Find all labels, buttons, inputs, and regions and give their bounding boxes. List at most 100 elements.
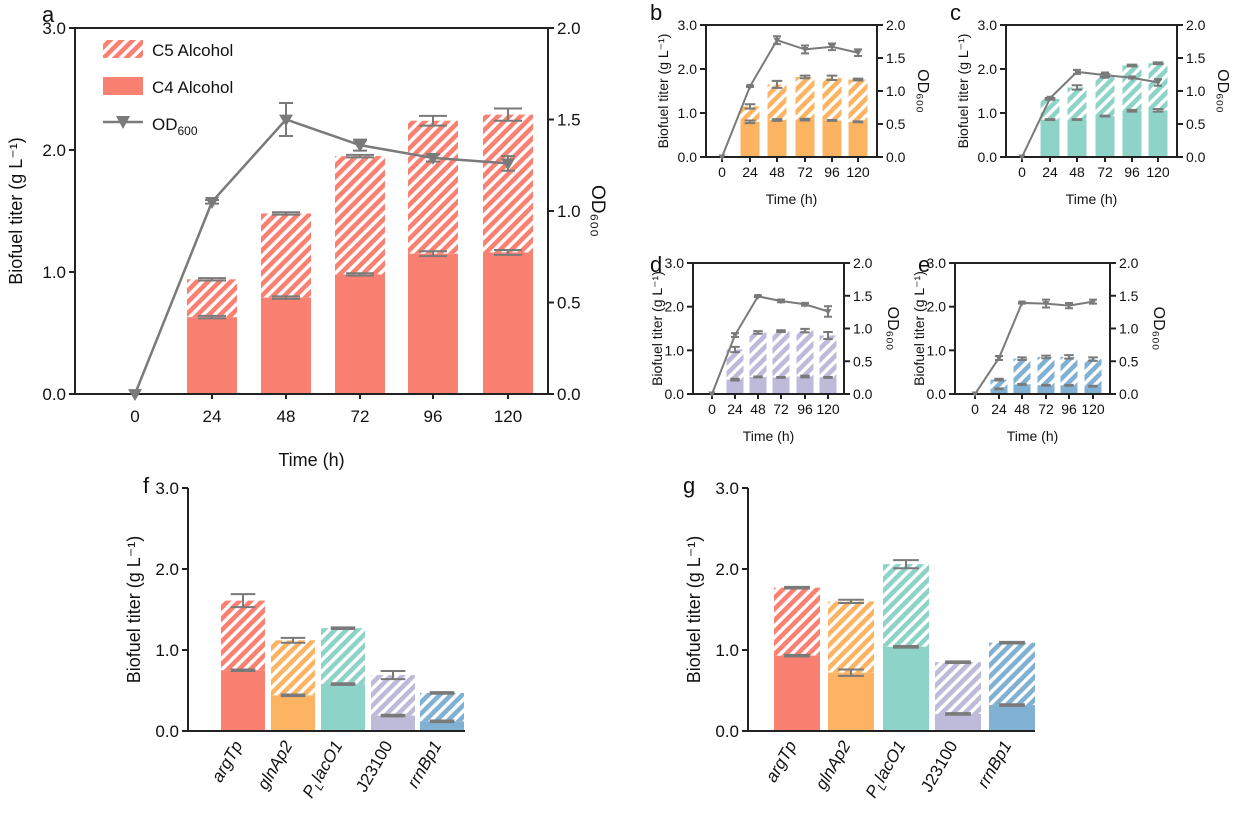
bar-c4 [726,379,744,394]
legend-swatch-c5 [103,40,143,58]
y2-axis-label: OD₆₀₀ [884,307,901,351]
category-label: rrnBp1 [973,738,1015,792]
bar-c4 [1013,384,1031,394]
y-tick-label: 2.0 [715,560,739,579]
bar-c5 [819,335,837,378]
bar-c5 [1095,75,1115,117]
bar-c4 [935,713,981,731]
x-tick-label: 24 [1042,164,1058,180]
bar-c4 [1084,386,1102,394]
bar-c4 [990,388,1008,394]
category-label: glnAp2 [254,737,297,793]
bar-c5 [261,213,311,298]
x-tick-label: 24 [991,401,1007,417]
error-bar [1071,84,1083,91]
bar-c4 [828,672,874,731]
x-tick-label: 0 [130,407,139,426]
error-bar [272,211,300,216]
panel-label: g [683,473,695,498]
error-bar [272,295,300,300]
y-tick-label: 1.0 [927,342,947,358]
od-marker [801,301,809,308]
category-label: J23100 [352,738,396,796]
od-marker [1101,72,1109,79]
bar-c4 [1148,110,1168,157]
x-axis-label: Time (h) [743,428,795,444]
y2-tick-label: 0.0 [853,386,873,402]
y-axis-label: Biofuel titer (g L⁻¹) [649,271,665,386]
bar-c4 [335,274,385,394]
od-marker [426,153,440,165]
error-bar [838,598,864,605]
y-tick-label: 0.0 [715,722,739,741]
bar-c5 [420,692,464,722]
legend-marker-od [116,116,130,129]
bar-c5 [1122,65,1142,111]
bar-c4 [1037,385,1055,394]
category-label: PLlacO1 [299,738,349,803]
error-bar [776,329,786,333]
y-tick-label: 2.0 [42,141,66,160]
legend-label-od: OD600 [152,115,198,138]
y-tick-label: 0.0 [978,149,998,165]
error-bar [744,119,756,125]
y-tick-label: 2.0 [678,61,698,77]
bar-c5 [1067,87,1087,120]
error-bar [753,330,763,335]
error-bar [280,636,306,644]
category-label: argTp [762,738,801,786]
od-marker [279,114,293,127]
error-bar [893,644,919,649]
x-tick-label: 120 [846,164,870,180]
bar-c5 [822,77,842,121]
y2-tick-label: 0.5 [557,294,581,313]
panel-c: c 0.0 1.0 2.0 3.0 Biofuel titer (g L⁻¹) 0.0 0.5… [950,0,1231,207]
y-axis-label: Biofuel titer (g L⁻¹) [124,536,144,684]
error-bar [380,670,406,681]
x-axis-label: Time (h) [766,191,818,207]
x-tick-label: 120 [494,407,522,426]
od-marker [754,293,762,300]
y-tick-label: 0.0 [155,722,179,741]
od-marker [205,196,219,209]
error-bar [1071,118,1083,122]
error-bar [1088,356,1098,362]
x-tick-label: 0 [708,401,716,417]
error-bar [852,120,864,124]
bar-c5 [221,600,265,671]
bar-c5 [990,379,1008,389]
error-bar [1017,356,1027,361]
error-bar [771,79,783,89]
x-tick-label: 48 [1069,164,1085,180]
category-text: J23100 [352,738,396,796]
category-label: argTp [208,738,247,786]
od-marker [718,154,726,161]
od-marker [1154,79,1162,86]
y-axis-label: Biofuel titer (g L⁻¹) [6,137,26,285]
od-line [974,300,1094,395]
bar-c4 [420,721,464,731]
x-tick-label: 24 [742,164,758,180]
y-tick-label: 1.0 [978,105,998,121]
bar-c5 [371,675,415,716]
error-bar [1126,63,1138,68]
category-text: J23100 [917,738,961,796]
legend: C5 Alcohol C4 Alcohol OD600 [103,40,233,138]
category-suffix: lacO1 [308,738,347,786]
od-marker [1046,95,1054,102]
error-bar [784,585,810,590]
panel-label: d [650,252,662,277]
panel-b: b 0.0 1.0 2.0 3.0 Biofuel titer (g L⁻¹) 0.0 0.5… [650,0,931,207]
bar-c4 [795,119,815,157]
x-tick-label: 96 [797,401,813,417]
y-tick-label: 1.0 [42,263,66,282]
error-bar [429,719,455,724]
x-tick-label: 96 [1061,401,1077,417]
x-axis-label: Time (h) [1007,428,1059,444]
y2-tick-label: 0.0 [557,385,581,404]
bar-c5 [1148,63,1168,111]
y2-tick-label: 0.5 [886,116,906,132]
x-axis-label: Time (h) [1066,191,1118,207]
y2-tick-label: 0.5 [1119,353,1139,369]
od-marker [1065,303,1073,310]
